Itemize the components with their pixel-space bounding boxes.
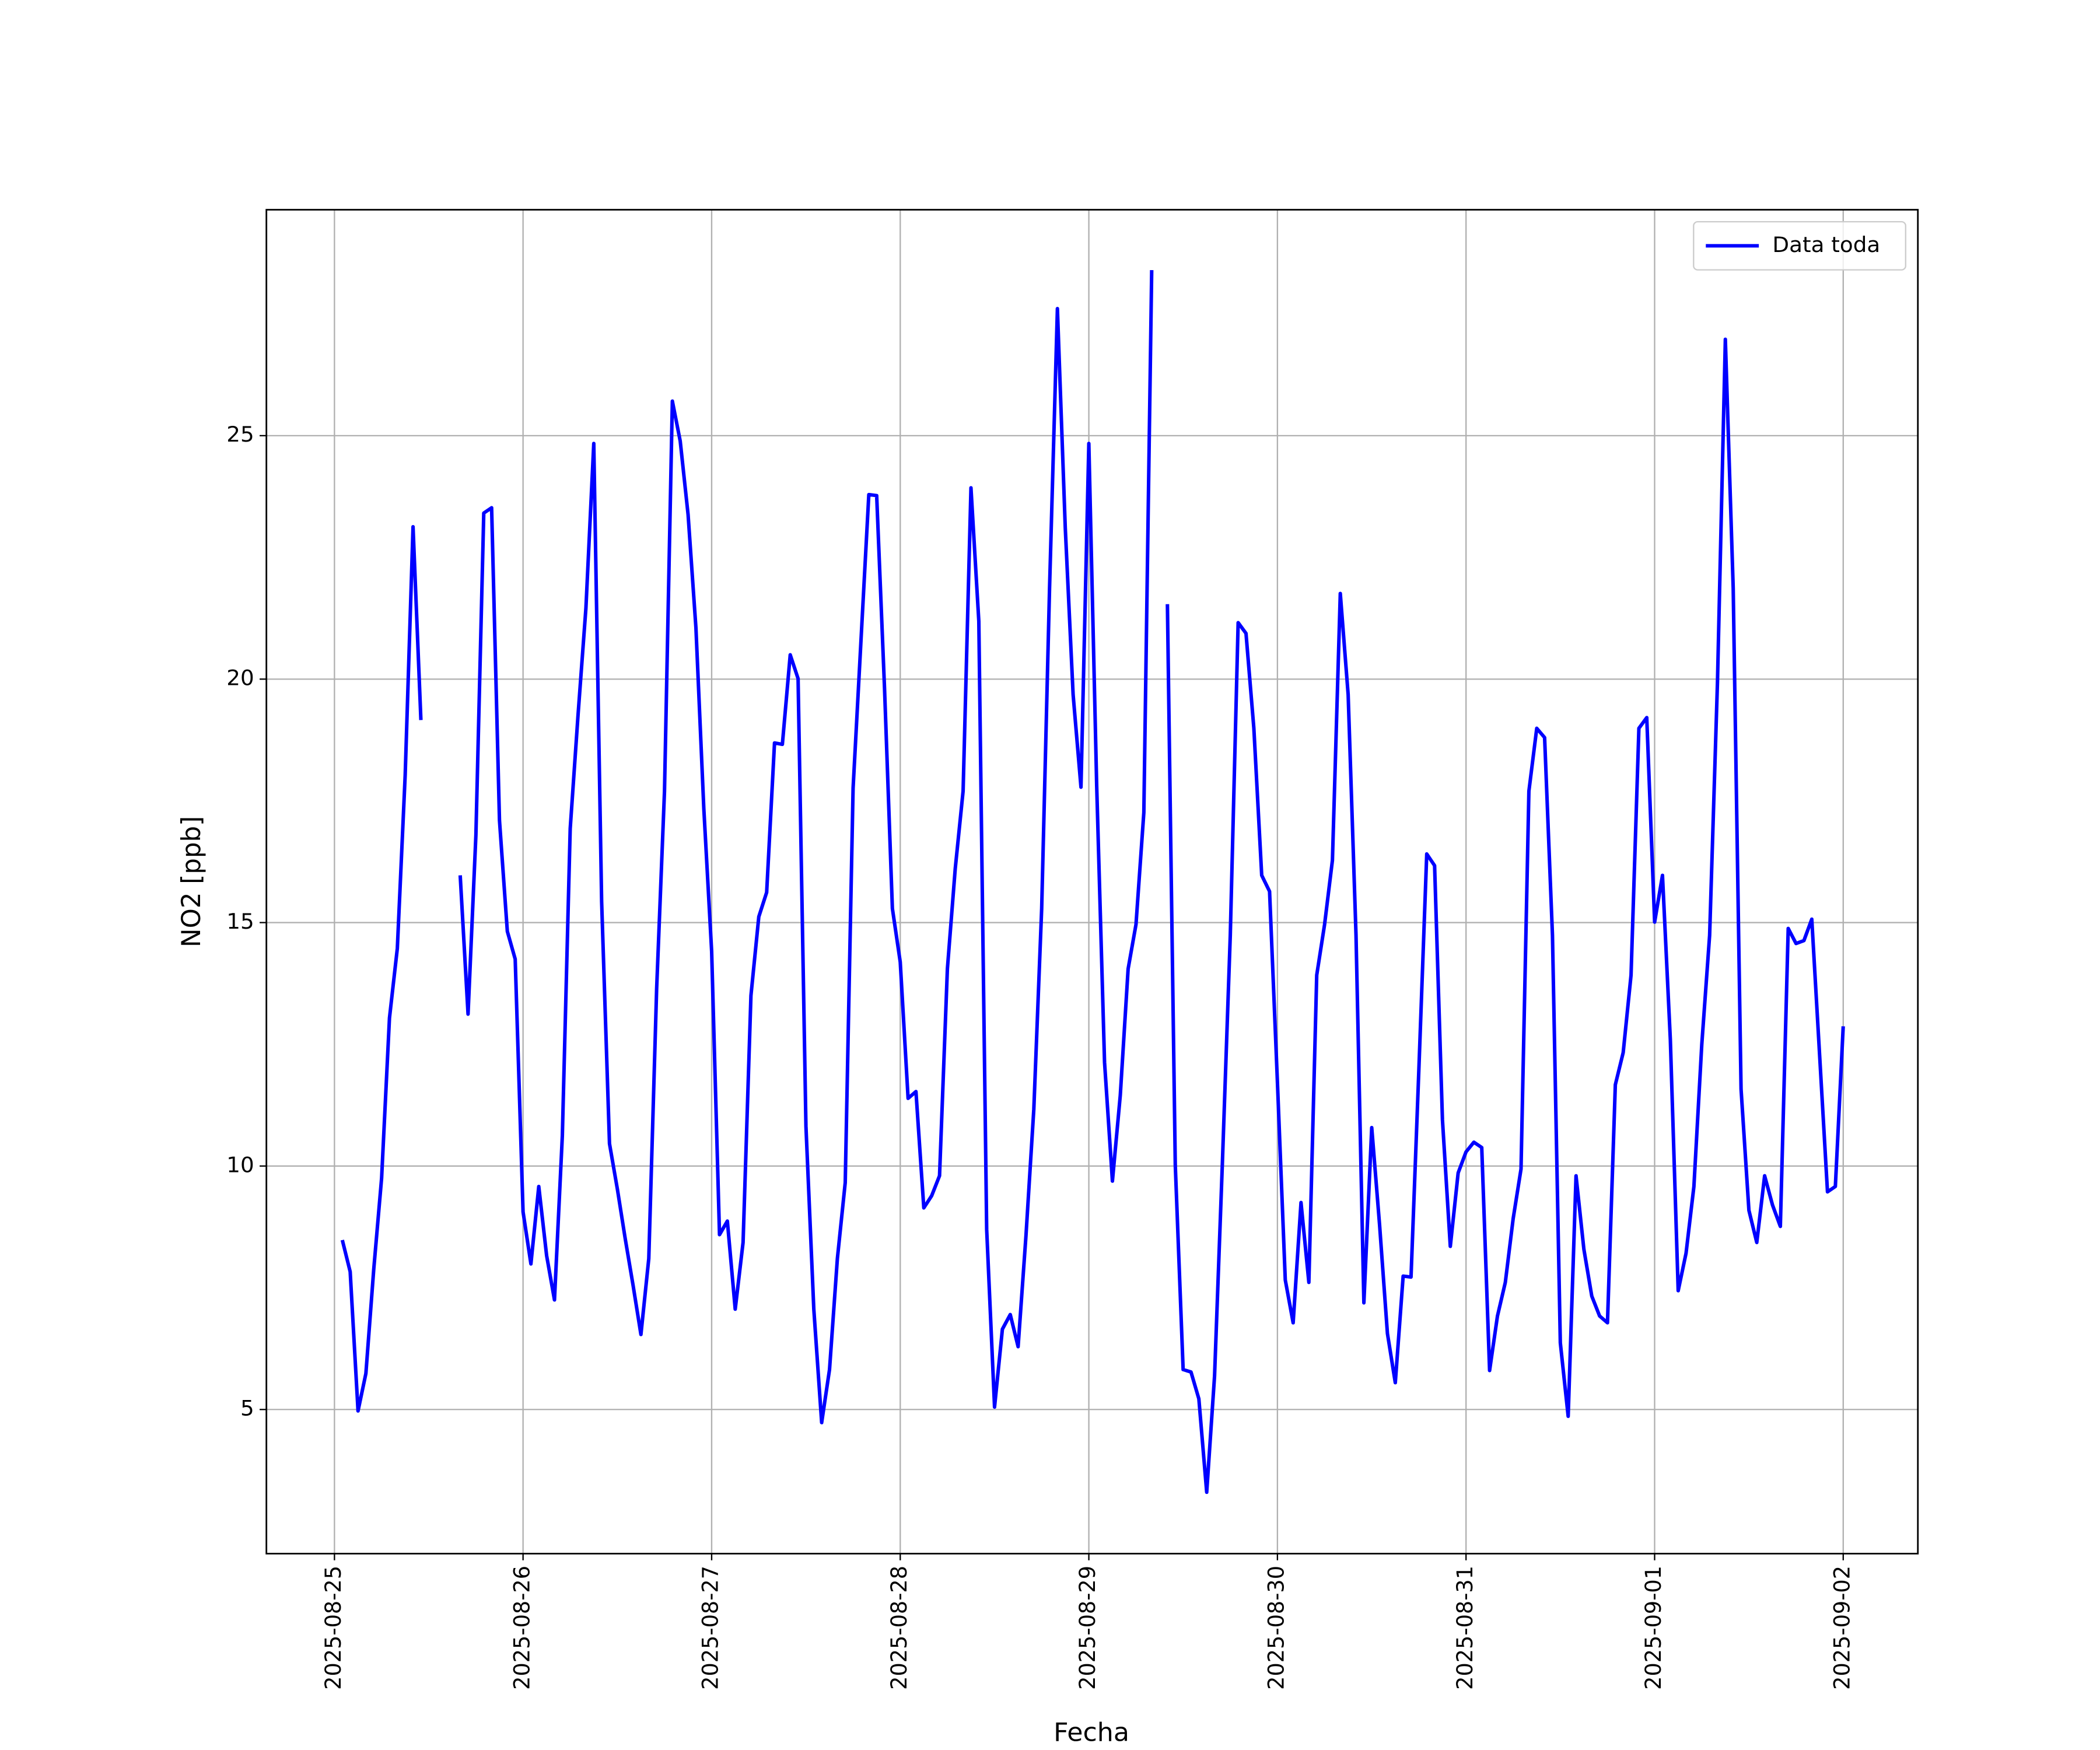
x-tick-label: 2025-09-01 (1641, 1566, 1666, 1690)
x-tick-label: 2025-08-29 (1075, 1566, 1100, 1690)
y-axis-label: NO2 [ppb] (177, 816, 206, 947)
x-tick-label: 2025-08-31 (1452, 1566, 1477, 1690)
y-tick-label: 10 (226, 1153, 254, 1178)
y-tick-label: 15 (226, 909, 254, 934)
y-tick-label: 5 (240, 1396, 254, 1421)
y-tick-label: 25 (226, 422, 254, 447)
x-tick-label: 2025-08-28 (887, 1566, 912, 1690)
x-tick-label: 2025-08-27 (698, 1566, 723, 1690)
plot-frame (265, 209, 1919, 1555)
x-tick-label: 2025-08-25 (321, 1566, 346, 1690)
x-tick-label: 2025-08-26 (509, 1566, 534, 1690)
line-series (340, 270, 1845, 1494)
y-tick-label: 20 (226, 666, 254, 691)
x-tick-label: 2025-08-30 (1264, 1566, 1289, 1690)
legend-label: Data toda (1772, 232, 1880, 257)
legend-box (1693, 221, 1906, 271)
x-tick-label: 2025-09-02 (1829, 1566, 1854, 1690)
x-axis-label: Fecha (1054, 1718, 1129, 1748)
